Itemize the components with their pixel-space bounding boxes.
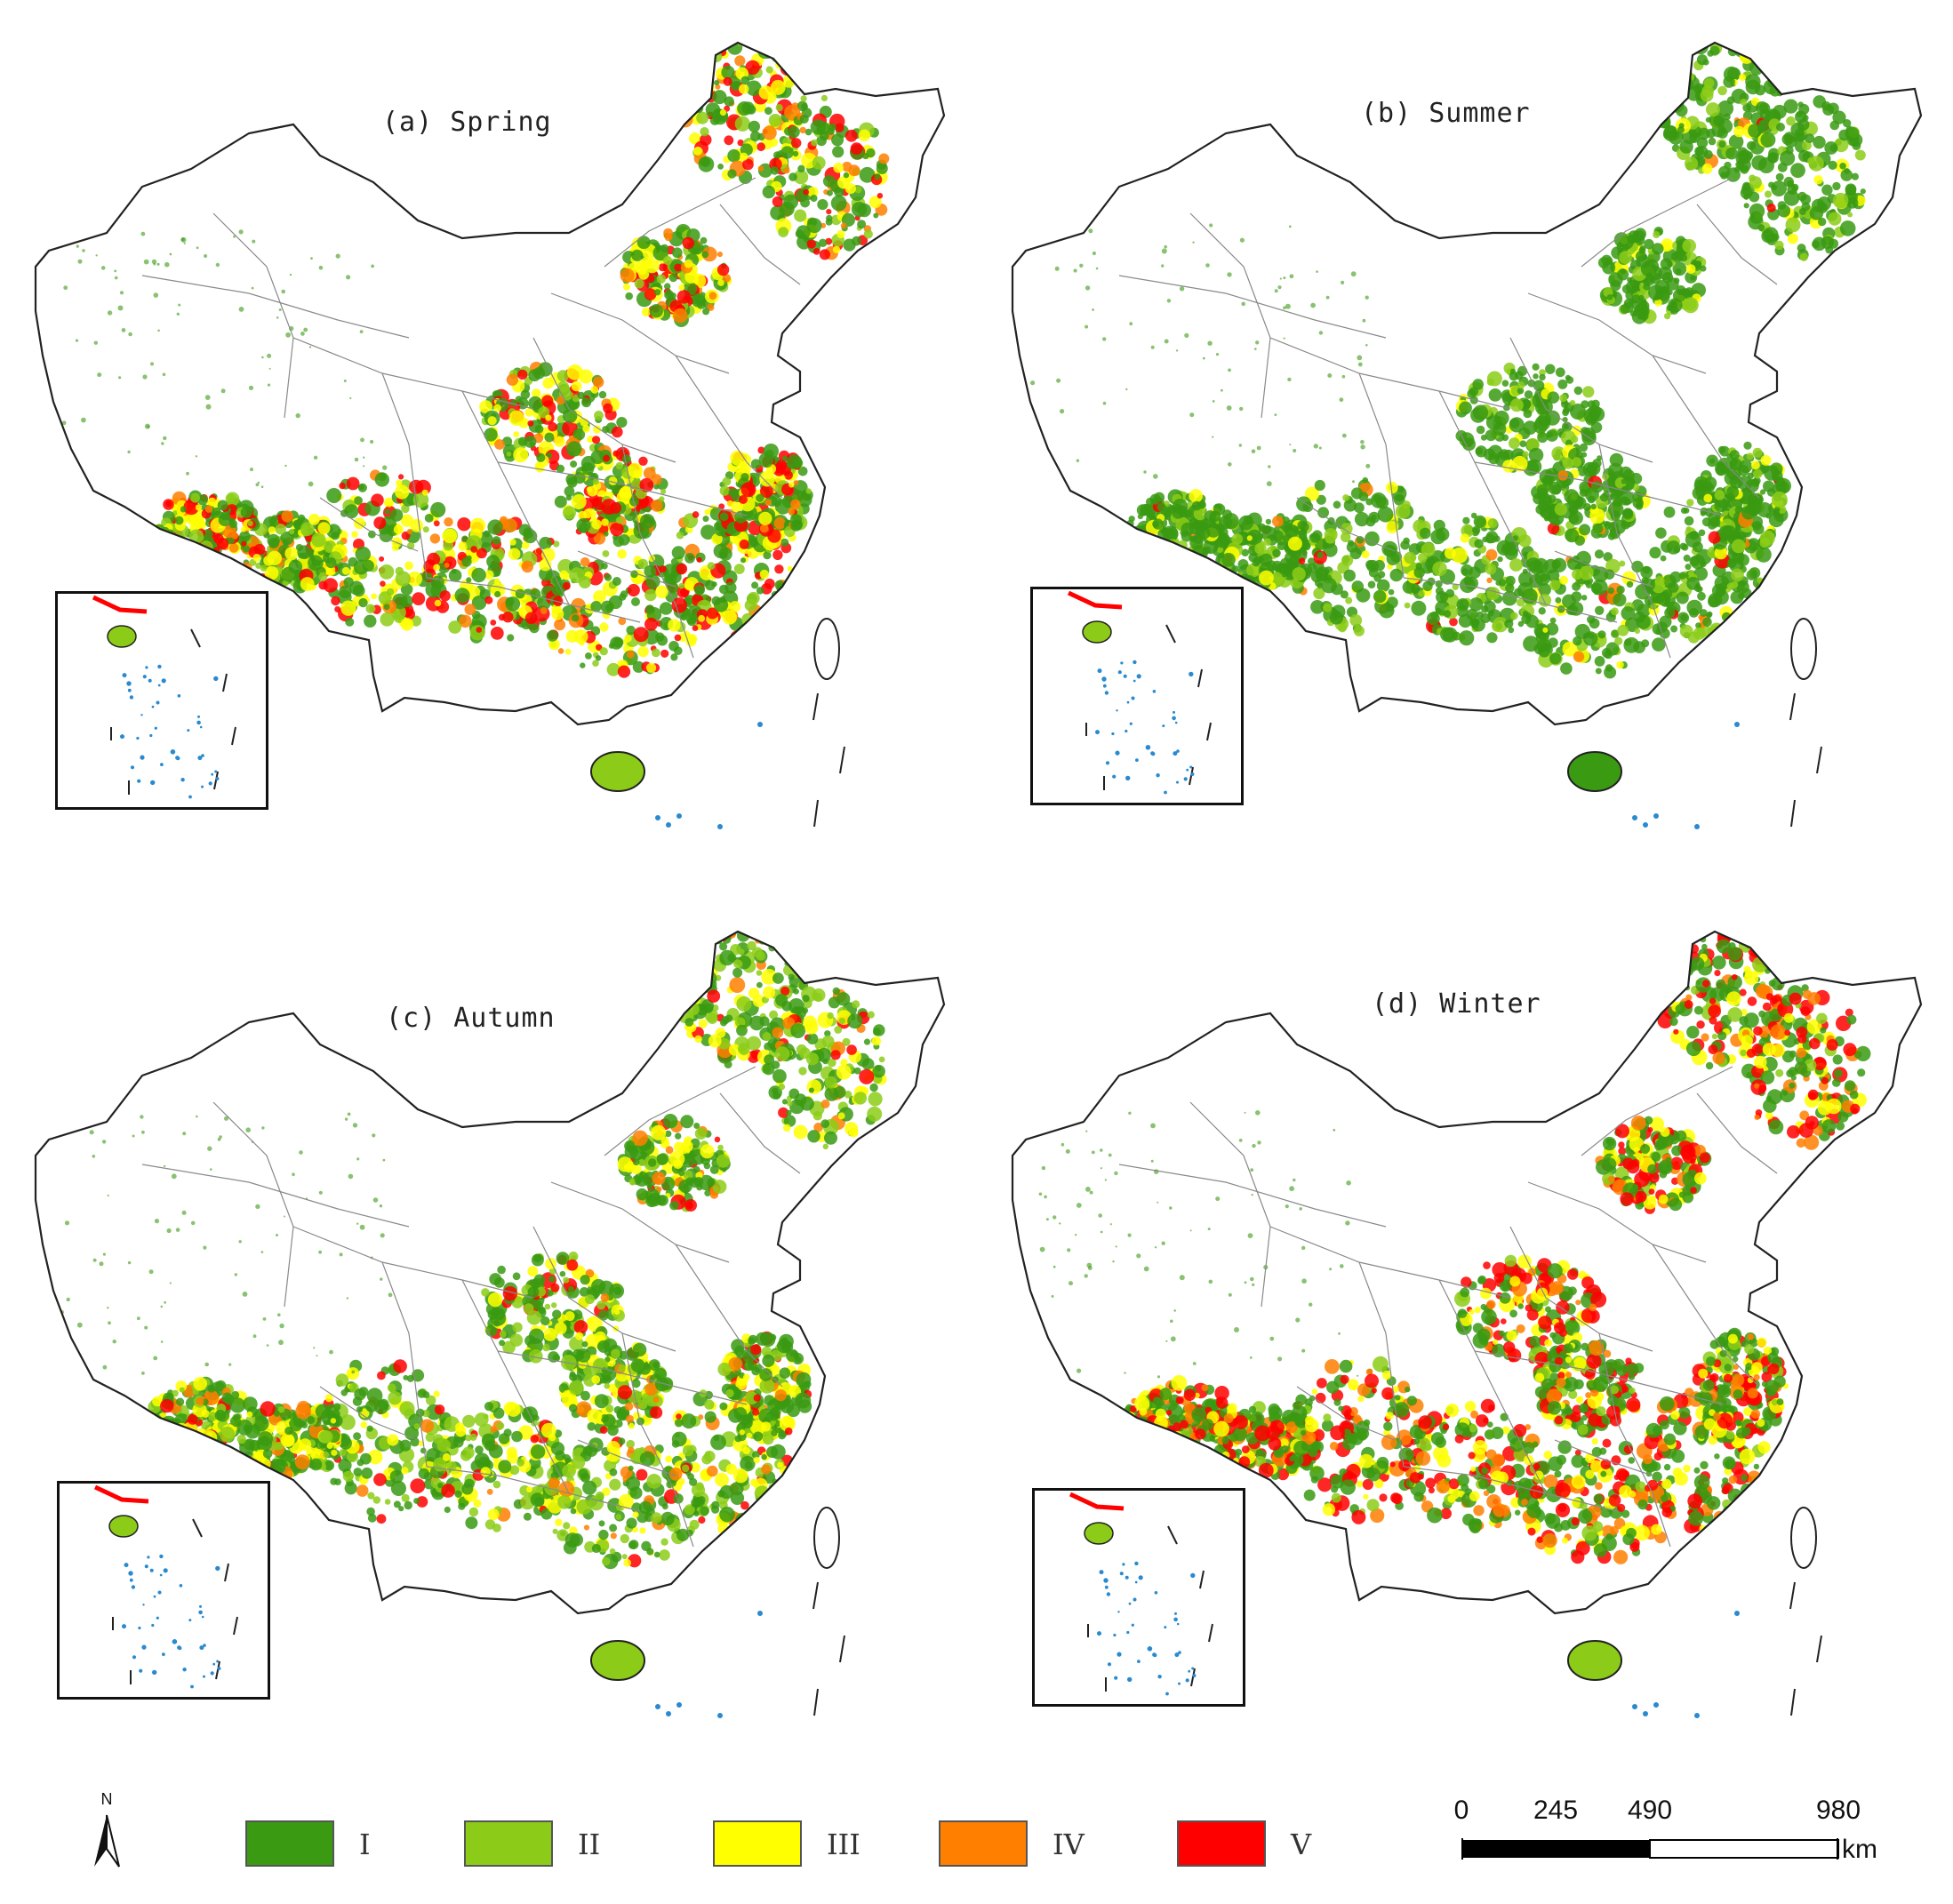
- scale-bar-graphic: [1461, 1838, 1839, 1860]
- taiwan-island: [1790, 1507, 1817, 1569]
- scale-tick-245: 245: [1533, 1796, 1579, 1825]
- panel-title-autumn: (c) Autumn: [386, 1003, 556, 1034]
- national-border: [1011, 930, 1923, 1615]
- vegetation-classes: [1038, 932, 1871, 1564]
- legend-label-1: I: [359, 1828, 371, 1861]
- hainan-island: [590, 751, 645, 792]
- map-panel-winter: (d) Winter: [977, 889, 1953, 1778]
- hainan-island: [1567, 751, 1622, 792]
- legend-label-4: IV: [1053, 1828, 1085, 1861]
- legend-swatch-5: [1177, 1820, 1266, 1867]
- scale-tick-0: 0: [1453, 1796, 1469, 1825]
- south-china-sea-inset-summer: [1030, 587, 1244, 805]
- china-map-spring: [34, 41, 946, 829]
- national-border: [1011, 41, 1923, 726]
- panel-title-summer: (b) Summer: [1361, 98, 1531, 129]
- taiwan-island: [1790, 618, 1817, 680]
- hainan-island: [1567, 1640, 1622, 1681]
- legend-swatch-1: [245, 1820, 334, 1867]
- scale-unit: km: [1842, 1835, 1877, 1864]
- taiwan-island: [813, 618, 840, 680]
- china-map-summer: [1011, 41, 1923, 829]
- south-china-sea-inset-spring: [55, 591, 268, 810]
- north-arrow-icon: [94, 1814, 120, 1868]
- hainan-island: [590, 1640, 645, 1681]
- map-panel-autumn: (c) Autumn: [0, 889, 976, 1778]
- legend-label-5: V: [1291, 1828, 1312, 1861]
- legend-label-3: III: [827, 1828, 860, 1861]
- panel-title-spring: (a) Spring: [382, 107, 552, 138]
- south-china-sea-inset-winter: [1032, 1488, 1245, 1707]
- taiwan-island: [813, 1507, 840, 1569]
- national-border: [34, 930, 946, 1615]
- china-map-winter: [1011, 930, 1923, 1718]
- legend-swatch-2: [464, 1820, 553, 1867]
- panel-title-winter: (d) Winter: [1372, 988, 1541, 1020]
- legend-label-2: II: [578, 1828, 601, 1861]
- vegetation-classes: [61, 43, 890, 678]
- vegetation-classes: [58, 932, 887, 1570]
- north-arrow: N: [89, 1790, 124, 1870]
- scale-bar: 0 245 490 980 km: [1454, 1796, 1920, 1867]
- china-map-autumn: [34, 930, 946, 1718]
- scale-tick-490: 490: [1627, 1796, 1673, 1825]
- legend-swatch-4: [939, 1820, 1028, 1867]
- south-china-sea-inset-autumn: [57, 1481, 270, 1700]
- map-panel-spring: (a) Spring: [0, 0, 976, 889]
- national-border: [34, 41, 946, 726]
- map-panel-summer: (b) Summer: [977, 0, 1953, 889]
- legend-swatch-3: [713, 1820, 802, 1867]
- north-label: N: [100, 1790, 113, 1808]
- scale-tick-980: 980: [1815, 1796, 1861, 1825]
